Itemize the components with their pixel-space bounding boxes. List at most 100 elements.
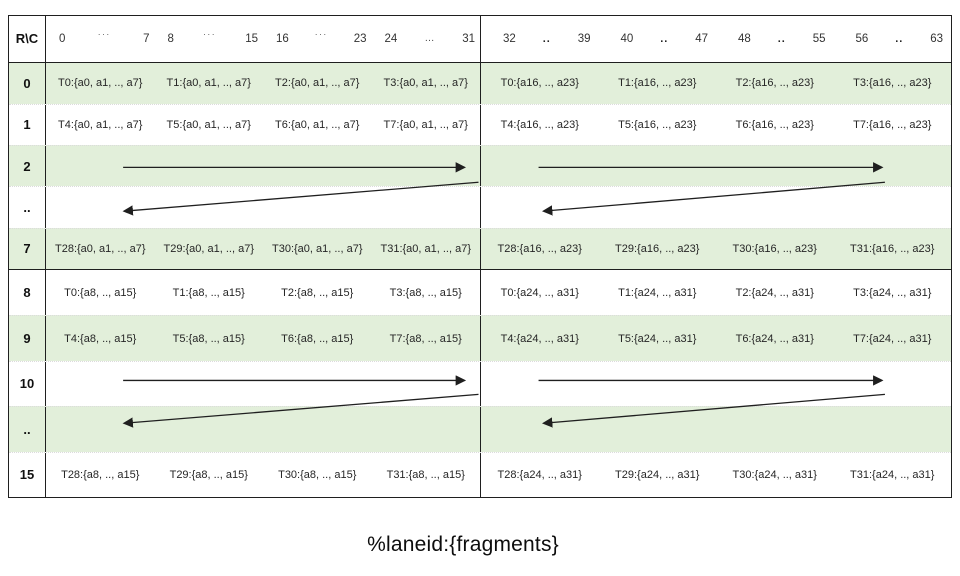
row-header: 1 [9, 104, 46, 146]
fragment-cell: T4:{a16, .., a23} [500, 118, 579, 131]
fragment-cell: T29:{a24, .., a31} [615, 468, 700, 481]
caption-laneid-fragments: %laneid:{fragments} [367, 533, 559, 556]
col-start: 48 [738, 32, 751, 45]
fragment-cell: T28:{a0, a1, .., a7} [54, 242, 146, 255]
fragment-cell: T4:{a24, .., a31} [500, 332, 579, 345]
fragment-cell: T30:{a16, .., a23} [732, 242, 817, 255]
fragment-cell: T1:{a24, .., a31} [618, 286, 697, 299]
fragment-cell: T28:{a24, .., a31} [497, 468, 582, 481]
table-row-arrow-forward: 10 [9, 360, 951, 407]
fragment-cell: T3:{a0, a1, .., a7} [383, 77, 468, 90]
column-range-header: 40 .. 47 [599, 16, 717, 62]
col-end: 23 [353, 32, 367, 45]
fragment-cell: T28:{a8, .., a15} [61, 468, 140, 481]
column-range-header: 24 … 31 [372, 16, 481, 62]
fragment-cell: T2:{a24, .., a31} [735, 286, 814, 299]
col-start: 24 [384, 32, 398, 45]
ellipsis: .. [895, 32, 904, 45]
fragment-cell: T0:{a8, .., a15} [64, 286, 137, 299]
fragment-cell: T1:{a16, .., a23} [618, 77, 697, 90]
col-end: 15 [245, 32, 258, 45]
fragment-cell: T3:{a24, .., a31} [853, 286, 932, 299]
fragment-cell: T6:{a0, a1, .., a7} [275, 118, 360, 131]
ellipsis: ··· [314, 28, 328, 39]
col-start: 32 [503, 32, 516, 45]
table-row: 0 T0:{a0, a1, .., a7} T1:{a0, a1, .., a7… [9, 62, 951, 104]
fragment-cell: T31:{a8, .., a15} [386, 468, 465, 481]
column-range-header: 0 ··· 7 [46, 16, 155, 62]
ellipsis: … [424, 33, 435, 45]
fragment-cell: T4:{a0, a1, .., a7} [58, 118, 143, 131]
col-start: 0 [59, 32, 66, 45]
table-row-arrow-return: .. [9, 186, 951, 228]
fragment-cell: T31:{a16, .., a23} [850, 242, 935, 255]
col-end: 63 [930, 32, 943, 45]
fragment-cell: T0:{a16, .., a23} [500, 77, 579, 90]
fragment-cell: T28:{a16, .., a23} [497, 242, 582, 255]
table-row-arrow-forward: 2 [9, 145, 951, 187]
fragment-cell: T5:{a24, .., a31} [618, 332, 697, 345]
fragment-cell: T7:{a0, a1, .., a7} [383, 118, 468, 131]
row-header: 15 [9, 452, 46, 497]
col-start: 40 [620, 32, 634, 45]
row-header: 9 [9, 316, 46, 361]
column-range-header: 8 ··· 15 [155, 16, 264, 62]
row-header: 2 [9, 146, 46, 187]
row-header: 8 [9, 269, 46, 316]
ellipsis: .. [660, 32, 669, 45]
corner-label: R\C [9, 16, 46, 62]
fragment-cell: T1:{a8, .., a15} [172, 286, 245, 299]
fragment-cell: T0:{a24, .., a31} [500, 286, 579, 299]
fragment-cell: T31:{a24, .., a31} [850, 468, 935, 481]
col-end: 7 [143, 32, 150, 45]
header-left-half: 0 ··· 7 8 ··· 15 16 ··· 23 24 … 31 [46, 16, 481, 62]
fragment-cell: T2:{a16, .., a23} [735, 77, 814, 90]
ellipsis: ··· [97, 28, 111, 39]
fragment-cell: T29:{a16, .., a23} [615, 242, 700, 255]
row-header: 10 [9, 361, 46, 407]
fragment-cell: T5:{a16, .., a23} [618, 118, 697, 131]
row-header: 7 [9, 228, 46, 269]
row-header: 0 [9, 62, 46, 104]
col-end: 39 [577, 32, 591, 45]
table-row: 1 T4:{a0, a1, .., a7} T5:{a0, a1, .., a7… [9, 103, 951, 146]
fragment-cell: T30:{a0, a1, .., a7} [271, 242, 363, 255]
fragment-cell: T2:{a0, a1, .., a7} [275, 77, 360, 90]
table-row-arrow-return: .. [9, 406, 951, 452]
fragment-cell: T5:{a0, a1, .., a7} [166, 118, 251, 131]
fragment-cell: T30:{a8, .., a15} [278, 468, 357, 481]
fragment-cell: T29:{a8, .., a15} [169, 468, 248, 481]
col-end: 55 [812, 32, 826, 45]
ellipsis: .. [777, 32, 786, 45]
fragment-cell: T6:{a24, .., a31} [735, 332, 814, 345]
column-range-header: 48 .. 55 [716, 16, 834, 62]
col-end: 31 [462, 32, 475, 45]
column-range-header: 32 .. 39 [481, 16, 599, 62]
column-range-header: 56 .. 63 [834, 16, 952, 62]
column-range-header: 16 ··· 23 [263, 16, 372, 62]
row-block-top: 0 T0:{a0, a1, .., a7} T1:{a0, a1, .., a7… [9, 62, 951, 270]
col-start: 16 [276, 32, 289, 45]
column-header-row: R\C 0 ··· 7 8 ··· 15 16 ··· 23 24 … 31 [9, 16, 951, 63]
fragment-cell: T1:{a0, a1, .., a7} [166, 77, 251, 90]
table-row: 8 T0:{a8, .., a15} T1:{a8, .., a15} T2:{… [9, 269, 951, 316]
fragment-cell: T29:{a0, a1, .., a7} [163, 242, 254, 255]
ellipsis: ··· [203, 28, 217, 39]
fragment-cell: T7:{a24, .., a31} [853, 332, 932, 345]
table-row: 9 T4:{a8, .., a15} T5:{a8, .., a15} T6:{… [9, 315, 951, 361]
fragment-cell: T6:{a16, .., a23} [735, 118, 814, 131]
col-end: 47 [695, 32, 708, 45]
fragment-cell: T6:{a8, .., a15} [281, 332, 354, 345]
fragment-layout-table: R\C 0 ··· 7 8 ··· 15 16 ··· 23 24 … 31 [8, 15, 952, 498]
fragment-cell: T7:{a8, .., a15} [389, 332, 462, 345]
fragment-cell: T3:{a16, .., a23} [853, 77, 932, 90]
col-start: 56 [855, 32, 869, 45]
fragment-cell: T0:{a0, a1, .., a7} [58, 77, 143, 90]
fragment-cell: T4:{a8, .., a15} [64, 332, 137, 345]
table-row: 15 T28:{a8, .., a15} T29:{a8, .., a15} T… [9, 451, 951, 497]
fragment-cell: T30:{a24, .., a31} [732, 468, 817, 481]
fragment-cell: T3:{a8, .., a15} [389, 286, 462, 299]
table-row: 7 T28:{a0, a1, .., a7} T29:{a0, a1, .., … [9, 227, 951, 269]
fragment-cell: T2:{a8, .., a15} [281, 286, 354, 299]
row-header: .. [9, 187, 46, 228]
